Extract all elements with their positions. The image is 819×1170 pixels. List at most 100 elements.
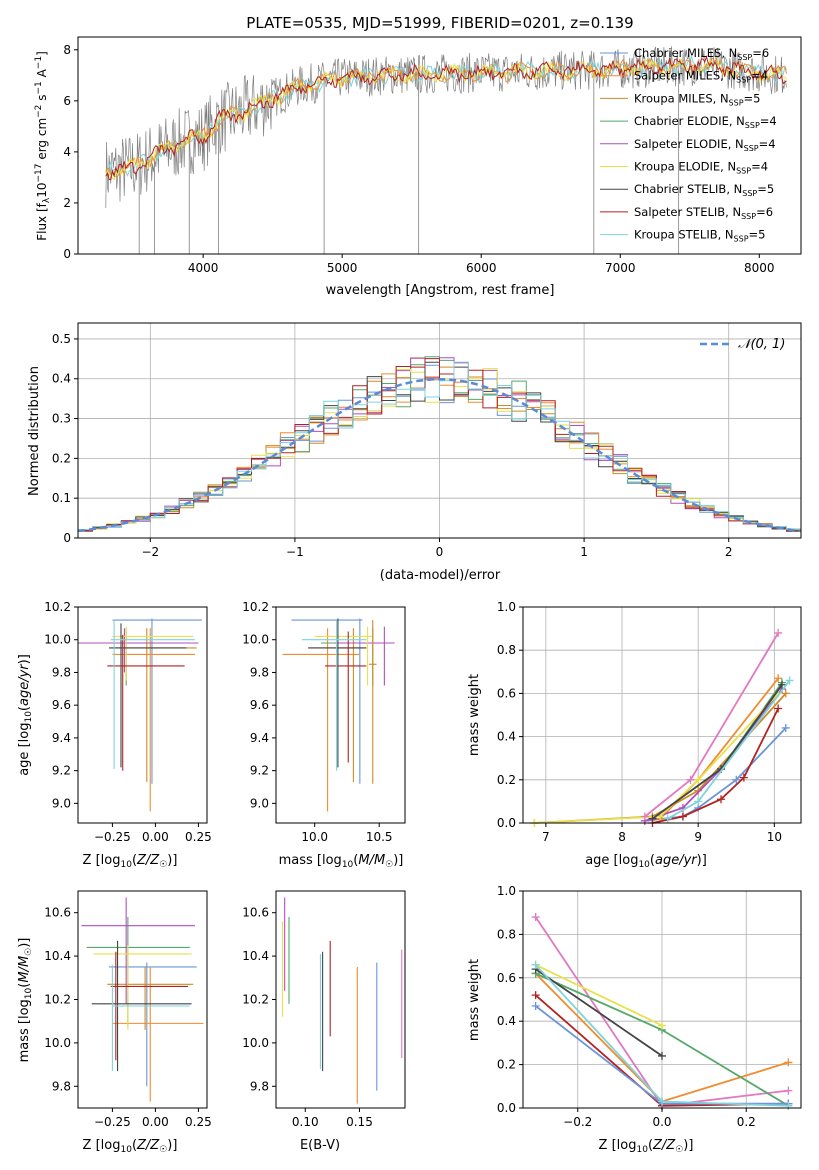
y-tick-label: 4 [63, 145, 71, 159]
axes-frame [77, 36, 802, 255]
massZ-x-axis-label: Z [log10(Z/Z☉)] [83, 1138, 178, 1155]
y-tick-label: 0 [63, 247, 71, 261]
mass-weight-marker [784, 1086, 793, 1095]
model-fit-line [105, 54, 787, 181]
spectrum-lines [105, 46, 787, 254]
legend-entry-label: Kroupa MILES, NSSP=5 [634, 91, 760, 107]
residuals-x-axis-label: (data-model)/error [380, 568, 501, 583]
mass-weight-marker [781, 723, 790, 732]
y-tick-label: 9.8 [52, 1079, 71, 1093]
mass-weight-marker [694, 775, 703, 784]
mass-weight-line [535, 968, 663, 1057]
spectrum-axes: 4000 5000 6000 7000 8000 0 2 4 6 8 [63, 36, 802, 275]
y-tick-label: 2 [63, 196, 71, 210]
x-tick-label: 0.2 [737, 1115, 756, 1129]
x-tick-label: 0.00 [142, 830, 169, 844]
axes-frame [275, 890, 406, 1109]
mass-weight-marker [531, 960, 540, 969]
mass-weight-marker [739, 773, 748, 782]
spectrum-y-axis-label: Flux [fλ10−17 erg cm−2 s−1 A−1] [34, 51, 52, 241]
y-tick-label: 0.4 [497, 730, 516, 744]
x-tick-label: 10.5 [366, 830, 393, 844]
mass-weight-marker [717, 795, 726, 804]
y-tick-label: 0.2 [52, 451, 71, 465]
y-tick-label: 0.5 [52, 332, 71, 346]
mass-weight-marker [678, 812, 687, 821]
mass-weight-marker [686, 775, 695, 784]
x-tick-label: 8 [618, 830, 626, 844]
mass-vs-Z-panel: −0.25 0.00 0.25 9.8 10.0 10.2 10.4 10.6 [44, 890, 212, 1129]
x-tick-label: 0.25 [185, 1115, 212, 1129]
y-tick-label: 10.2 [44, 993, 71, 1007]
mass-weight-line [644, 688, 783, 822]
massZ-y-axis-label: mass [log10(M/M☉)] [17, 938, 34, 1063]
spectrum-plot-area [105, 46, 787, 254]
y-tick-label: 10.2 [242, 993, 269, 1007]
x-tick-label: 5000 [327, 261, 358, 275]
mass-weight-marker [781, 689, 790, 698]
mass-weight-marker [658, 1021, 666, 1030]
y-tick-label: 9.6 [250, 698, 269, 712]
y-tick-label: 1.0 [497, 600, 516, 614]
x-tick-label: 4000 [188, 261, 219, 275]
y-tick-label: 9.4 [250, 731, 269, 745]
y-tick-label: 6 [63, 94, 71, 108]
y-tick-label: 0.3 [52, 412, 71, 426]
y-tick-label: 0.2 [497, 1058, 516, 1072]
age-vs-mass-panel: 10.0 10.5 9.0 9.2 9.4 9.6 9.8 10.0 10.2 [242, 600, 406, 844]
mwAge-x-axis-label: age [log10(age/yr)] [585, 853, 707, 870]
y-tick-label: 10.0 [242, 1036, 269, 1050]
ageZ-y-axis-label: age [log10(age/yr)] [17, 654, 34, 776]
massEbv-x-axis-label: E(B-V) [300, 1138, 340, 1153]
spectrum-legend: Chabrier MILES, NSSP=6 Salpeter MILES, NS… [600, 46, 777, 244]
y-tick-label: 9.2 [250, 764, 269, 778]
x-tick-label: 0.10 [292, 1115, 319, 1129]
y-tick-label: 10.0 [44, 633, 71, 647]
y-tick-label: 0.6 [497, 971, 516, 985]
mass-weight-marker [640, 812, 649, 821]
normal-legend-label: 𝒩(0, 1) [738, 337, 785, 352]
mass-weight-marker [784, 1058, 793, 1067]
y-tick-label: 0.4 [52, 372, 71, 386]
y-tick-label: 10.2 [44, 600, 71, 614]
mass-weight-marker [658, 1097, 666, 1106]
x-tick-label: 0.15 [346, 1115, 373, 1129]
y-tick-label: 0.6 [497, 686, 516, 700]
y-tick-label: 10.4 [242, 949, 269, 963]
y-tick-label: 10.2 [242, 600, 269, 614]
x-tick-label: 0.0 [652, 1115, 671, 1129]
y-tick-label: 0.1 [52, 491, 71, 505]
y-tick-label: 9.4 [52, 731, 71, 745]
x-tick-label: 7000 [605, 261, 636, 275]
normal-distribution-curve [78, 377, 801, 533]
x-tick-label: 0 [436, 545, 444, 559]
mass-weight-marker [774, 628, 783, 637]
mass-weight-marker [694, 797, 703, 806]
legend-entry-label: Salpeter ELODIE, NSSP=4 [634, 137, 776, 153]
massweight-vs-age-panel: 7 8 9 10 0.0 0.2 0.4 0.6 0.8 1.0 [497, 600, 802, 844]
x-tick-label: −0.25 [94, 1115, 131, 1129]
y-tick-label: 1.0 [497, 884, 516, 898]
legend-entry-label: Chabrier MILES, NSSP=6 [634, 46, 769, 62]
mass-weight-marker [774, 704, 783, 713]
x-tick-label: 8000 [744, 261, 775, 275]
y-tick-label: 9.0 [250, 796, 269, 810]
x-tick-label: 7 [542, 830, 550, 844]
y-tick-label: 0.8 [497, 927, 516, 941]
legend-entry-label: Chabrier STELIB, NSSP=5 [634, 182, 774, 198]
x-tick-label: 6000 [466, 261, 497, 275]
y-tick-label: 0.0 [497, 816, 516, 830]
ageZ-x-axis-label: Z [log10(Z/Z☉)] [83, 853, 178, 870]
residuals-legend: 𝒩(0, 1) [700, 337, 785, 352]
y-tick-label: 9.8 [250, 1079, 269, 1093]
age-vs-Z-panel: −0.25 0.00 0.25 9.0 9.2 9.4 9.6 9.8 10.0 10.2 [44, 600, 211, 844]
residuals-axes: −2 −1 0 1 2 0 0.1 0.2 0.3 0.4 0.5 [52, 322, 802, 559]
y-tick-label: 9.2 [52, 764, 71, 778]
figure-title: PLATE=0535, MJD=51999, FIBERID=0201, z=0… [246, 14, 633, 32]
y-tick-label: 10.6 [44, 906, 71, 920]
x-tick-label: 0.25 [185, 830, 212, 844]
mass-weight-marker [777, 680, 786, 689]
y-tick-label: 0.4 [497, 1014, 516, 1028]
y-tick-label: 0 [63, 531, 71, 545]
